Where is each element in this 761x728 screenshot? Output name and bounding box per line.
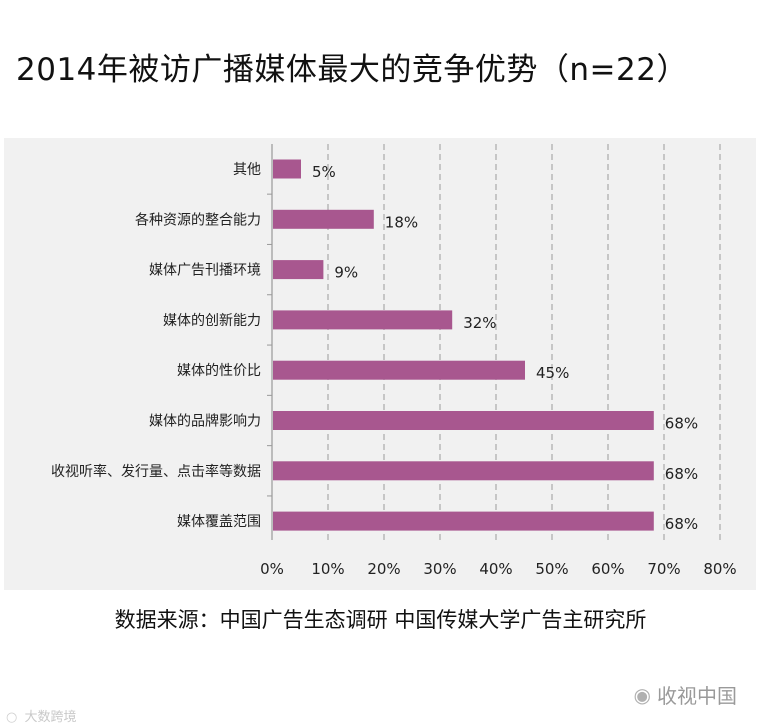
bar (273, 461, 654, 481)
brand-text: 收视中国 (657, 684, 737, 708)
x-tick-label: 30% (423, 560, 456, 578)
bars (273, 159, 654, 531)
x-tick-label: 70% (647, 560, 680, 578)
x-tick-label: 80% (703, 560, 736, 578)
x-tick-label: 10% (311, 560, 344, 578)
category-label: 收视听率、发行量、点击率等数据 (51, 463, 261, 480)
bar (273, 360, 525, 380)
chart-title: 2014年被访广播媒体最大的竞争优势（n=22） (16, 52, 688, 88)
value-label: 5% (312, 163, 336, 181)
value-label: 18% (385, 213, 418, 231)
category-label: 媒体的创新能力 (163, 313, 261, 329)
bar (273, 411, 654, 430)
wechat-icon: ◉ (633, 682, 651, 707)
watermark: ○ 大数跨境 (6, 706, 77, 725)
x-tick-label: 20% (367, 560, 400, 578)
category-labels: 其他各种资源的整合能力媒体广告刊播环境媒体的创新能力媒体的性价比媒体的品牌影响力… (51, 162, 261, 530)
category-label: 媒体的品牌影响力 (149, 413, 261, 430)
value-label: 32% (463, 314, 496, 332)
category-label: 各种资源的整合能力 (135, 212, 261, 228)
category-label: 媒体覆盖范围 (177, 513, 261, 530)
bar (273, 159, 301, 179)
bar (273, 511, 654, 531)
x-tick-label: 40% (479, 560, 512, 578)
data-source-note: 数据来源：中国广告生态调研 中国传媒大学广告主研究所 (114, 608, 647, 632)
bar (273, 209, 374, 229)
logo-icon: ○ (6, 710, 18, 725)
grid-lines (327, 144, 721, 540)
value-label: 9% (334, 264, 358, 282)
watermark-text: 大数跨境 (24, 710, 77, 725)
x-tick-labels: 0% 10% 20% 30% 40% 50% 60% 70% 80% (260, 560, 737, 578)
x-tick-label: 50% (535, 560, 568, 578)
value-labels: 5% 18% 9% 32% 45% 68% 68% 68% (312, 163, 698, 533)
value-label: 45% (536, 364, 569, 382)
x-tick-label: 60% (591, 560, 624, 578)
bar (273, 310, 453, 330)
category-label: 媒体广告刊播环境 (149, 263, 261, 279)
category-label: 媒体的性价比 (177, 363, 261, 379)
bar (273, 260, 324, 280)
category-label: 其他 (233, 162, 261, 178)
y-axis (267, 144, 273, 540)
value-label: 68% (665, 515, 698, 533)
value-label: 68% (665, 465, 698, 483)
x-tick-label: 0% (260, 560, 284, 578)
brand-mark: ◉ 收视中国 (634, 680, 737, 709)
value-label: 68% (665, 415, 698, 433)
